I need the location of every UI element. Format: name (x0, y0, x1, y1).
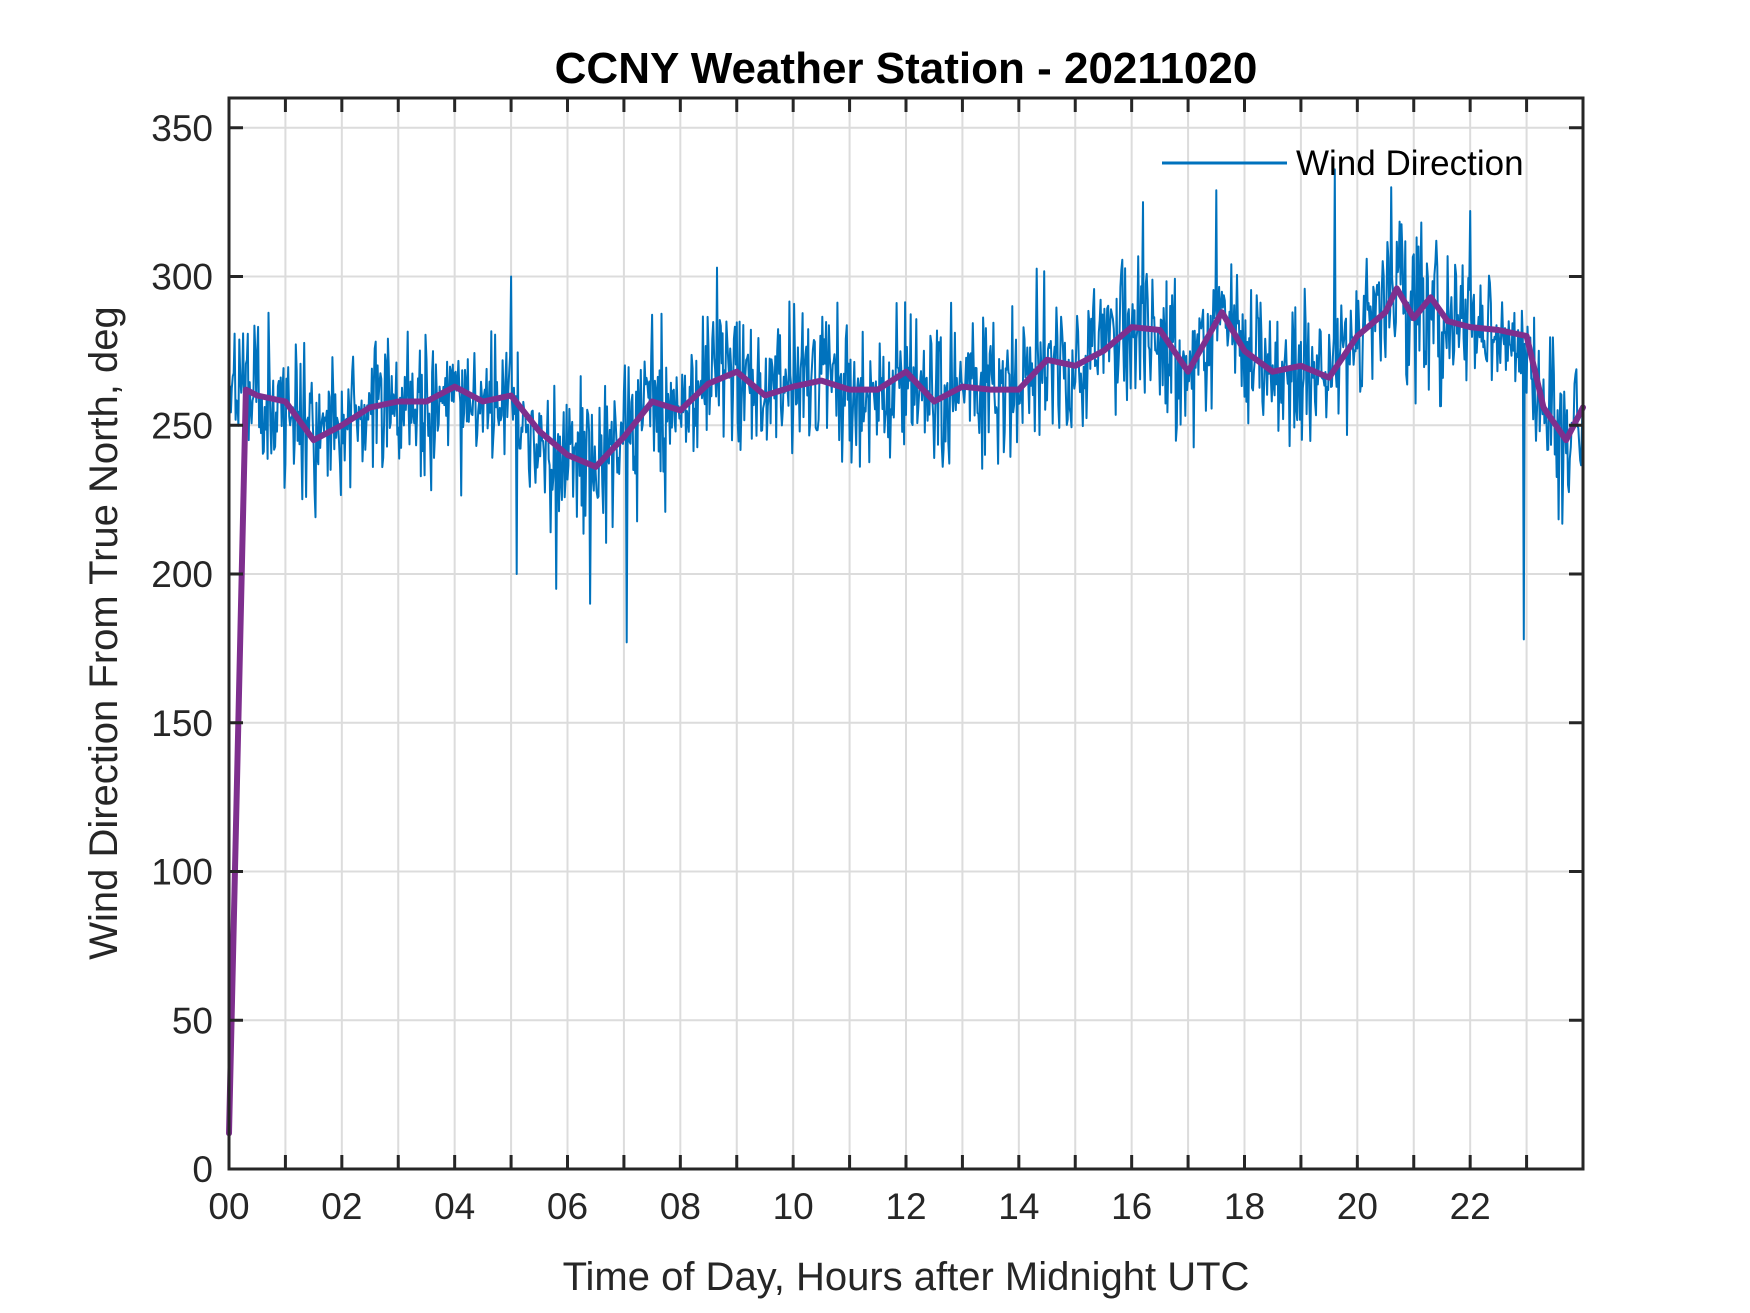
grid-lines (229, 98, 1583, 1169)
moving-average-point (1383, 309, 1389, 315)
x-tick-label: 00 (208, 1186, 249, 1227)
moving-average-point (875, 387, 881, 393)
moving-average-point (790, 384, 796, 390)
moving-average-point (818, 378, 824, 384)
moving-average-point (1467, 324, 1473, 330)
moving-average-point (762, 393, 768, 398)
moving-average-point (593, 464, 599, 470)
x-tick-label: 12 (885, 1186, 926, 1227)
moving-average-point (1495, 327, 1501, 333)
moving-average-point (311, 437, 317, 443)
moving-average-point (1354, 333, 1360, 339)
moving-average-point (1016, 387, 1022, 393)
moving-average-point (988, 387, 994, 393)
moving-average-point (282, 398, 288, 404)
x-tick-label: 08 (660, 1186, 701, 1227)
legend: Wind Direction (1162, 144, 1524, 183)
x-tick-label: 22 (1450, 1186, 1491, 1227)
y-axis-label: Wind Direction From True North, deg (82, 306, 126, 960)
moving-average-point (847, 387, 853, 393)
moving-average-point (536, 428, 542, 434)
x-tick-label: 16 (1111, 1186, 1152, 1227)
x-tick-label: 10 (773, 1186, 814, 1227)
y-tick-label: 200 (151, 554, 213, 595)
tick-labels: 0 50 100 150 200 250 300 350 00 02 04 06 08 10 12 14 16 1… (151, 108, 1490, 1227)
moving-average-point (1563, 437, 1569, 443)
moving-average-point (1242, 348, 1247, 354)
x-tick-label: 20 (1337, 1186, 1378, 1227)
moving-average-point (1394, 285, 1400, 291)
y-tick-label: 350 (151, 108, 213, 149)
moving-average-point (1445, 318, 1451, 324)
moving-average-point (1428, 294, 1434, 300)
moving-average-point (903, 369, 909, 375)
legend-label-wind-direction: Wind Direction (1296, 144, 1524, 183)
x-tick-label: 14 (998, 1186, 1039, 1227)
moving-average-point (1044, 357, 1050, 363)
moving-average-point (649, 398, 655, 404)
moving-average-point (1219, 309, 1225, 315)
x-tick-label: 04 (434, 1186, 475, 1227)
axes-box (227, 96, 1585, 1171)
moving-average-point (1411, 315, 1417, 321)
moving-average-point (423, 398, 429, 404)
x-tick-label: 02 (321, 1186, 362, 1227)
moving-average-point (395, 398, 401, 404)
moving-average-point (452, 384, 458, 390)
moving-average-point (1157, 327, 1163, 333)
moving-average-point (1270, 369, 1276, 375)
y-tick-label: 50 (172, 1000, 213, 1041)
moving-average-point (1100, 348, 1106, 354)
y-tick-label: 150 (151, 703, 213, 744)
moving-average-point (508, 393, 514, 398)
moving-average-point (339, 422, 345, 428)
moving-average-point (367, 404, 373, 410)
moving-average-point (734, 369, 740, 375)
moving-average-point (1326, 375, 1332, 381)
y-tick-label: 300 (151, 257, 213, 298)
series-wind-direction-raw (228, 168, 1584, 644)
moving-average-point (1185, 369, 1191, 375)
moving-average-point (959, 384, 965, 390)
moving-average-point (931, 398, 937, 404)
moving-average-point (243, 387, 249, 393)
moving-average-point (254, 393, 260, 398)
moving-average-point (1129, 324, 1135, 330)
moving-average-point (1072, 363, 1078, 369)
x-tick-label: 06 (547, 1186, 588, 1227)
y-tick-label: 100 (151, 852, 213, 893)
series-layer (226, 168, 1586, 1137)
moving-average-point (677, 407, 683, 413)
moving-average-point (706, 381, 712, 387)
axes (227, 96, 1585, 1171)
y-tick-label: 0 (192, 1149, 213, 1190)
moving-average-point (1524, 333, 1530, 339)
moving-average-point (1298, 363, 1304, 369)
x-axis-label: Time of Day, Hours after Midnight UTC (563, 1255, 1250, 1299)
moving-average-point (1541, 404, 1547, 410)
moving-average-point (621, 434, 627, 440)
x-tick-label: 18 (1224, 1186, 1265, 1227)
y-tick-label: 250 (151, 405, 213, 446)
chart-title: CCNY Weather Station - 20211020 (555, 44, 1258, 93)
moving-average-point (480, 398, 486, 404)
moving-average-point (565, 452, 570, 458)
